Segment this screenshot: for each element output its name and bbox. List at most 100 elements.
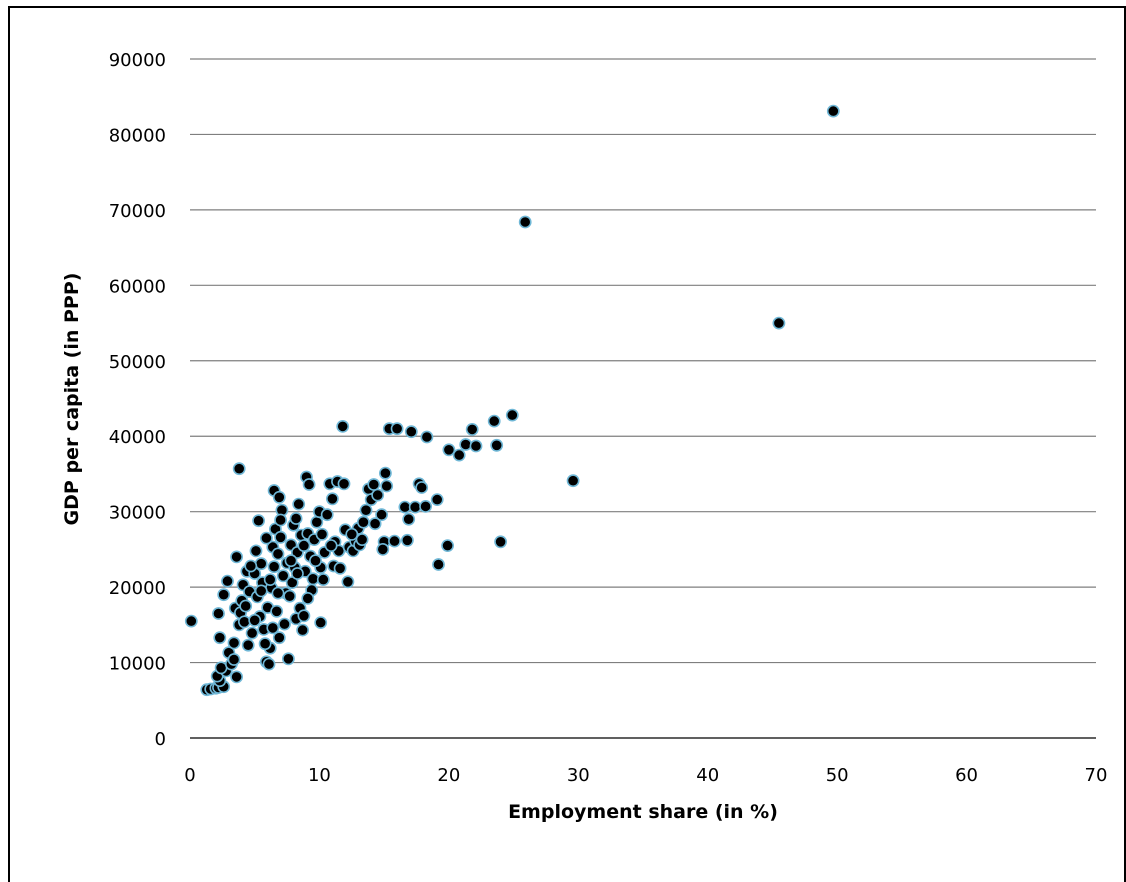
data-point (505, 408, 519, 422)
data-point (271, 586, 285, 600)
data-point (356, 515, 370, 529)
data-point (309, 554, 322, 568)
data-point (274, 513, 287, 527)
data-point (263, 573, 277, 586)
data-point (271, 547, 285, 561)
data-point (276, 569, 290, 583)
data-point (315, 527, 329, 541)
x-tick-label: 10 (308, 765, 331, 786)
data-point (367, 478, 381, 491)
data-point (245, 626, 259, 640)
data-point (442, 443, 456, 457)
data-point (212, 607, 225, 620)
data-point (518, 215, 532, 229)
chart-frame (8, 6, 1126, 882)
data-point (248, 613, 262, 627)
data-point (252, 514, 265, 528)
data-point (241, 638, 255, 652)
data-point (336, 419, 350, 433)
data-point (274, 530, 287, 544)
data-point (306, 572, 320, 586)
data-point (244, 559, 258, 573)
y-tick-labels: 0 10000 20000 30000 40000 50000 60000 70000 8000… (109, 50, 166, 750)
data-point (487, 414, 501, 428)
data-point (566, 474, 580, 488)
data-point (465, 422, 479, 436)
data-point (296, 623, 309, 637)
data-point (262, 657, 276, 671)
data-point (490, 438, 504, 452)
data-point (390, 422, 404, 436)
data-point (278, 617, 291, 631)
data-point (230, 550, 243, 564)
y-tick-label: 40000 (109, 427, 166, 448)
data-points (184, 104, 840, 697)
x-tick-label: 30 (567, 765, 590, 786)
data-point (184, 614, 198, 628)
data-point (254, 584, 268, 598)
x-tick-label: 60 (955, 765, 978, 786)
data-point (281, 652, 295, 666)
data-point (227, 653, 241, 666)
y-tick-label: 70000 (109, 201, 166, 222)
data-point (314, 616, 328, 629)
data-point (284, 554, 298, 568)
data-point (420, 430, 434, 444)
data-point (227, 636, 241, 650)
x-axis-title: Employment share (in %) (508, 801, 778, 823)
x-tick-label: 70 (1085, 765, 1108, 786)
data-point (375, 508, 388, 522)
data-point (292, 497, 306, 511)
data-point (408, 500, 422, 514)
data-point (333, 561, 347, 575)
data-point (341, 575, 355, 589)
data-point (368, 517, 382, 531)
data-point (459, 438, 473, 451)
data-point (376, 543, 390, 556)
data-point (266, 621, 280, 635)
data-point (316, 573, 330, 586)
data-point (404, 425, 418, 439)
data-point (301, 592, 315, 605)
data-point (355, 533, 369, 546)
data-point (826, 104, 840, 118)
x-tick-label: 20 (437, 765, 460, 786)
data-point (249, 544, 263, 558)
data-point (324, 539, 338, 552)
x-tick-label: 50 (826, 765, 849, 786)
data-point (258, 637, 272, 651)
data-point (232, 462, 246, 476)
data-point (388, 534, 401, 548)
data-point (415, 481, 429, 494)
data-point (400, 533, 414, 547)
data-point (272, 631, 286, 645)
data-point (452, 448, 466, 462)
data-point (297, 539, 311, 552)
data-point (239, 599, 253, 613)
data-point (221, 574, 234, 588)
data-point (230, 670, 243, 684)
data-point (402, 512, 416, 526)
y-tick-label: 60000 (109, 276, 166, 297)
data-point (259, 531, 273, 545)
data-point (310, 515, 324, 529)
data-point (213, 631, 227, 645)
x-tick-label: 40 (696, 765, 719, 786)
y-tick-label: 50000 (109, 352, 166, 373)
data-point (494, 535, 507, 549)
y-tick-label: 80000 (109, 125, 166, 146)
data-point (320, 508, 334, 522)
y-tick-label: 0 (155, 729, 166, 750)
data-point (272, 490, 286, 504)
x-tick-label: 0 (184, 765, 195, 786)
data-point (441, 539, 454, 552)
x-tick-labels: 0 10 20 30 40 50 60 70 (184, 765, 1107, 786)
y-tick-label: 20000 (109, 578, 166, 599)
data-point (469, 439, 483, 453)
data-point (432, 558, 445, 571)
data-point (380, 479, 394, 493)
data-point (345, 527, 359, 541)
data-point (371, 488, 385, 502)
data-point (237, 615, 251, 629)
data-point (297, 609, 311, 623)
